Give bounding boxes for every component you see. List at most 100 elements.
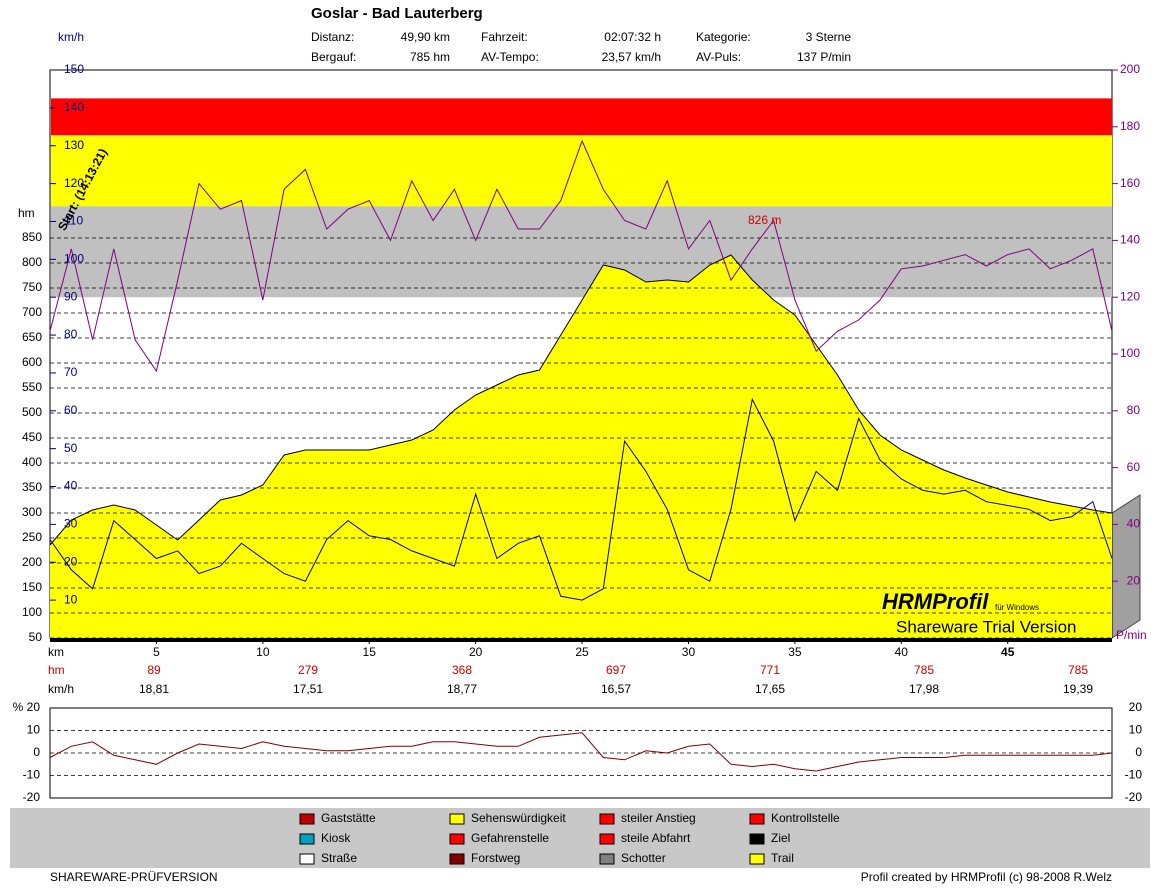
y2-tick-label: 110: [64, 214, 83, 228]
y2-tick-label: 0: [1135, 745, 1142, 759]
legend-icon: [299, 853, 315, 865]
legend-label: Straße: [321, 851, 357, 865]
y-tick-label: 0: [33, 745, 40, 759]
y2-tick-label: 150: [64, 62, 84, 76]
x-tick-label: 35: [788, 645, 802, 659]
legend-label: Kiosk: [321, 831, 351, 845]
y3-tick-label: 100: [1120, 346, 1140, 360]
elevation-line: [49, 254, 1113, 546]
watermark-sub: für Windows: [995, 603, 1039, 612]
y-tick-label: 200: [22, 555, 42, 569]
y-tick-label: % 20: [13, 700, 41, 714]
segment-hm: 785: [1068, 663, 1088, 677]
y3-tick-label: 200: [1120, 62, 1140, 76]
legend-label: Schotter: [621, 851, 666, 865]
stat-label: Bergauf:: [311, 50, 356, 64]
y-tick-label: 150: [22, 580, 42, 594]
gradient-area: [49, 707, 1113, 799]
legend-label: Gaststätte: [321, 811, 376, 825]
segment-hm: 89: [147, 663, 161, 677]
y3-tick-label: 40: [1127, 517, 1141, 531]
y3-tick-label: 160: [1120, 176, 1140, 190]
y2-tick-label: 20: [1129, 700, 1143, 714]
x-tick-label: 5: [153, 645, 160, 659]
legend-icon: [599, 813, 615, 825]
segment-speed: 17,51: [293, 682, 323, 696]
legend-icon: [599, 853, 615, 865]
segment-speed: 18,77: [447, 682, 477, 696]
segment-hm: 771: [760, 663, 780, 677]
y-tick-label: 700: [22, 305, 42, 319]
y2-axis-label: km/h: [58, 30, 84, 44]
y-tick-label: 500: [22, 405, 42, 419]
stat-label: AV-Tempo:: [481, 50, 539, 64]
legend-icon: [749, 833, 765, 845]
segment-speed: 17,65: [755, 682, 785, 696]
y-tick-label: -10: [23, 768, 41, 782]
legend-label: steiler Anstieg: [621, 811, 696, 825]
y3-tick-label: 140: [1120, 233, 1140, 247]
y3-tick-label: 80: [1127, 403, 1141, 417]
pulse-zone: [51, 206, 1112, 298]
y-tick-label: 550: [22, 380, 42, 394]
x-tick-label: 20: [469, 645, 483, 659]
y3-tick-label: 60: [1127, 460, 1141, 474]
segment-hm: 368: [452, 663, 472, 677]
stat-value: 23,57 km/h: [602, 50, 661, 64]
watermark-trial: Shareware Trial Version: [896, 617, 1076, 636]
stat-value: 785 hm: [410, 50, 450, 64]
x-tick-label: 25: [575, 645, 589, 659]
elevation-area: [50, 255, 1112, 638]
legend-icon: [299, 813, 315, 825]
y3-tick-label: 120: [1120, 289, 1140, 303]
y2-tick-label: 140: [64, 100, 84, 114]
y2-tick-label: -20: [1125, 790, 1143, 804]
pulse-zone: [51, 98, 1112, 136]
max-annotation: 826 m: [748, 213, 781, 227]
legend-label: Ziel: [771, 831, 790, 845]
y2-tick-label: 80: [64, 327, 78, 341]
legend-icon: [449, 833, 465, 845]
y2-tick-label: 70: [64, 365, 78, 379]
legend-label: Kontrollstelle: [771, 811, 840, 825]
legend-label: Gefahrenstelle: [471, 831, 549, 845]
y-tick-label: 650: [22, 330, 42, 344]
watermark: HRMProfil: [882, 589, 989, 614]
x-tick-label: 10: [256, 645, 270, 659]
row-label: km/h: [48, 682, 74, 696]
legend-icon: [449, 853, 465, 865]
y-tick-label: 850: [22, 230, 42, 244]
y-tick-label: 400: [22, 455, 42, 469]
legend-label: Sehenswürdigkeit: [471, 811, 566, 825]
y3-tick-label: 20: [1127, 573, 1141, 587]
legend-label: steile Abfahrt: [621, 831, 691, 845]
y3-axis-label: P/min: [1116, 628, 1147, 642]
y2-tick-label: 50: [64, 441, 78, 455]
legend-icon: [299, 833, 315, 845]
y2-tick-label: 120: [64, 176, 84, 190]
y2-tick-label: 60: [64, 403, 78, 417]
stat-label: AV-Puls:: [696, 50, 741, 64]
legend-icon: [749, 813, 765, 825]
legend-icon: [599, 833, 615, 845]
y2-tick-label: 30: [64, 517, 78, 531]
y-tick-label: 350: [22, 480, 42, 494]
y-tick-label: 50: [29, 630, 43, 644]
speed-line: [49, 397, 1113, 601]
row-label: hm: [48, 663, 65, 677]
y-tick-label: 750: [22, 280, 42, 294]
y3-tick-label: 180: [1120, 119, 1140, 133]
footer-left: SHAREWARE-PRÜFVERSION: [50, 870, 218, 884]
y-tick-label: 600: [22, 355, 42, 369]
y2-tick-label: 40: [64, 479, 78, 493]
legend-icon: [749, 853, 765, 865]
pulse-zone: [51, 135, 1112, 207]
x-tick-label: 15: [363, 645, 377, 659]
legend-label: Trail: [771, 851, 794, 865]
segment-hm: 785: [914, 663, 934, 677]
x-tick-label: 45: [1001, 645, 1015, 659]
y2-tick-label: 10: [64, 592, 78, 606]
gradient-line: [49, 732, 1113, 772]
y-axis-label: hm: [18, 206, 35, 220]
